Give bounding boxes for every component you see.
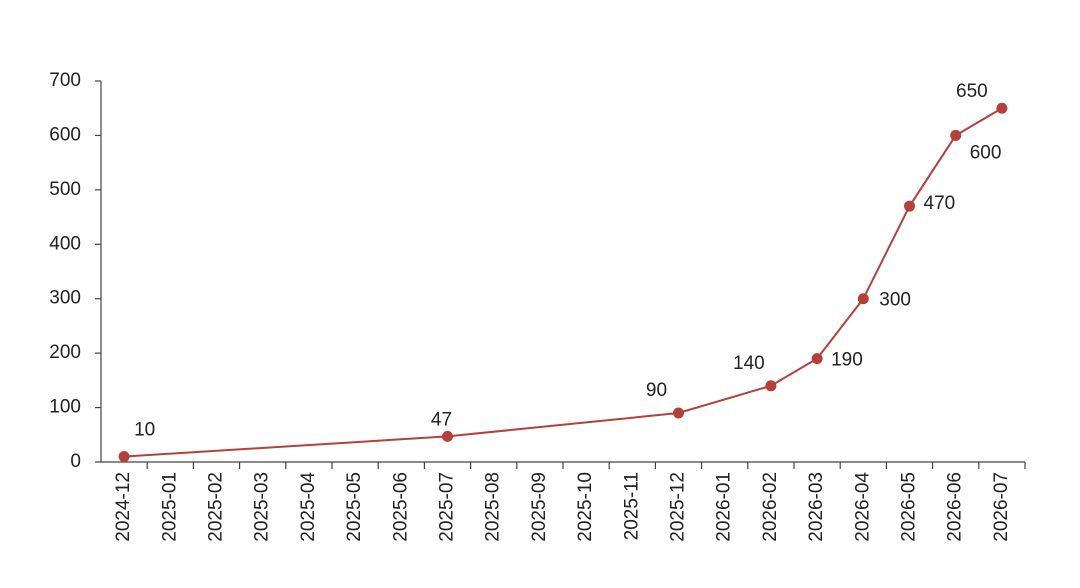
data-point (673, 407, 684, 419)
x-tick-label: 2026-02 (760, 472, 781, 542)
x-tick-label: 2025-08 (483, 472, 504, 542)
data-label: 300 (879, 290, 911, 311)
x-tick-label: 2025-01 (159, 472, 180, 542)
y-tick-label: 300 (49, 288, 81, 309)
x-tick-label: 2026-04 (852, 472, 873, 542)
data-label: 47 (431, 409, 452, 430)
x-tick-label: 2025-12 (668, 472, 689, 542)
y-tick-label: 200 (49, 342, 81, 363)
data-label: 190 (831, 350, 863, 371)
x-tick-label: 2025-02 (206, 472, 227, 542)
y-tick-label: 100 (49, 397, 81, 418)
x-tick-label: 2025-04 (298, 472, 319, 542)
data-label: 650 (956, 81, 988, 102)
x-tick-label: 2026-03 (806, 472, 827, 542)
data-label: 140 (733, 353, 765, 374)
data-point (996, 102, 1008, 114)
x-tick-label: 2025-03 (252, 472, 273, 542)
y-tick-label: 500 (49, 179, 81, 200)
data-point (765, 380, 777, 392)
data-label: 600 (970, 142, 1002, 163)
x-tick-label: 2026-05 (899, 472, 920, 542)
x-tick-label: 2026-06 (945, 472, 966, 542)
x-tick-label: 2025-06 (390, 472, 411, 542)
data-point (904, 200, 915, 212)
y-tick-label: 700 (49, 70, 81, 91)
data-label: 90 (646, 380, 667, 401)
data-point (857, 293, 869, 305)
data-label: 470 (924, 193, 956, 214)
data-point (811, 353, 823, 365)
x-tick-label: 2025-09 (529, 472, 550, 542)
y-tick-label: 600 (49, 124, 81, 145)
line (124, 107, 1003, 458)
x-tick-label: 2026-07 (991, 472, 1012, 542)
x-tick-label: 2025-07 (437, 472, 458, 542)
x-tick-label: 2025-10 (575, 472, 596, 542)
data-point (118, 451, 130, 463)
y-tick-label: 400 (49, 233, 81, 254)
x-tick-label: 2025-05 (344, 472, 365, 542)
x-tick-label: 2026-01 (714, 472, 735, 542)
y-tick-label: 0 (70, 451, 81, 472)
data-label: 10 (134, 420, 155, 441)
x-tick-label: 2025-11 (621, 472, 642, 540)
data-point (442, 430, 453, 442)
data-point (950, 129, 962, 141)
x-tick-label: 2024-12 (113, 472, 134, 542)
